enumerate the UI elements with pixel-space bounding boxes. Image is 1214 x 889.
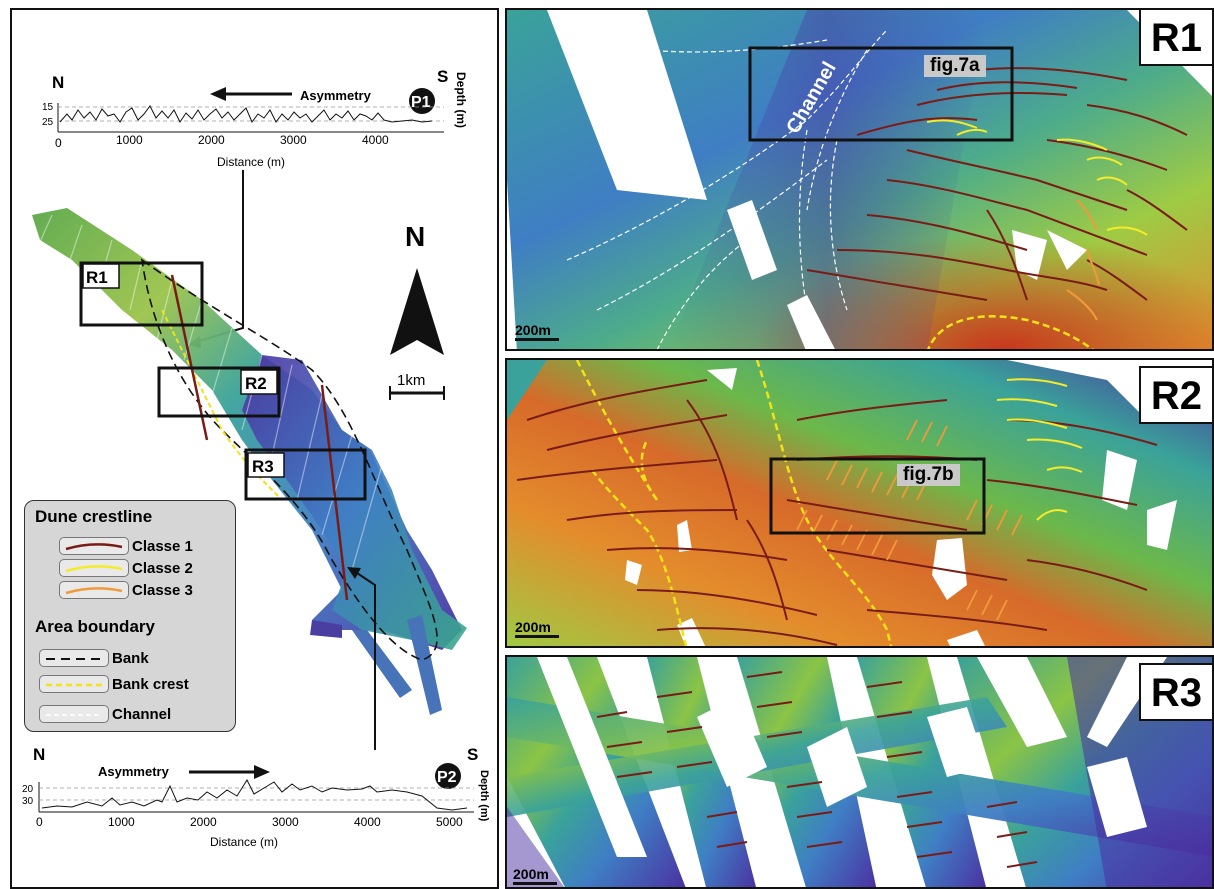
legend-item-classe-1: Classe 1 [59, 537, 193, 555]
p2-xtick: 4000 [354, 815, 381, 829]
overview-box-r3-label: R3 [252, 457, 274, 476]
p1-asymmetry-arrow [210, 87, 292, 101]
overview-scale-bar: 1km [389, 372, 445, 400]
p2-badge [435, 763, 461, 789]
r2-panel-tag: R2 [1138, 366, 1212, 424]
p1-ytick: 25 [42, 117, 54, 128]
bathymetry-overview: R1 R2 R3 [32, 208, 467, 715]
bank-crest-swatch [39, 675, 109, 693]
r3-bathymetry [507, 657, 1212, 887]
overview-box-r2[interactable]: R2 [157, 366, 281, 418]
legend-item-bank: Bank [39, 649, 149, 667]
overview-panel: N S Asymmetry P1 Depth (m) 15 25 0 1000 … [10, 8, 499, 889]
r1-panel-tag: R1 [1138, 10, 1212, 66]
p2-ytick: 30 [22, 796, 34, 807]
legend-item-classe-3: Classe 3 [59, 581, 193, 599]
legend-item-classe-2: Classe 2 [59, 559, 193, 577]
bank-boundary [140, 258, 438, 661]
p2-south-label: S [467, 745, 478, 764]
p2-ytick: 20 [22, 784, 34, 795]
p2-north-label: N [33, 745, 45, 764]
p2-xtick: 0 [36, 815, 43, 829]
p1-x-axis-label: Distance (m) [217, 155, 285, 169]
p1-xtick: 1000 [116, 133, 143, 147]
p2-xtick: 2000 [190, 815, 217, 829]
r1-figure-box[interactable] [748, 46, 1014, 142]
p1-depth-axis-label: Depth (m) [454, 72, 468, 128]
p2-asymmetry-arrow [189, 765, 270, 779]
overview-box-r3[interactable]: R3 [244, 448, 367, 501]
p2-xtick: 5000 [436, 815, 463, 829]
detail-panel-r3: R3 200m [505, 655, 1214, 889]
classe-3-swatch [59, 581, 129, 599]
classe-1-swatch [59, 537, 129, 555]
p1-depth-profile [59, 105, 433, 123]
r1-scale-bar: 200m [515, 322, 559, 341]
p2-xticks: 0 1000 2000 3000 4000 5000 [36, 815, 463, 829]
overview-box-r1[interactable]: R1 [79, 261, 204, 327]
p2-depth-profile [41, 778, 468, 811]
r2-bathymetry [507, 360, 1212, 646]
legend-item-bank-crest: Bank crest [39, 675, 189, 693]
p2-badge-label: P2 [437, 769, 457, 786]
p1-badge [409, 88, 435, 114]
r1-scale-label: 200m [515, 322, 551, 338]
map-legend: Dune crestline Classe 1 Classe 2 Classe … [24, 500, 236, 732]
legend-label: Channel [112, 705, 172, 723]
p2-x-axis-label: Distance (m) [210, 835, 278, 849]
p1-xtick: 3000 [280, 133, 307, 147]
overview-map: N S Asymmetry P1 Depth (m) 15 25 0 1000 … [22, 67, 490, 849]
p1-xticks: 0 1000 2000 3000 4000 [55, 133, 389, 150]
detail-panel-r2: fig.7b R2 200m [505, 358, 1214, 648]
r3-panel-tag: R3 [1138, 663, 1212, 721]
legend-label: Classe 3 [132, 581, 193, 599]
r2-figure-box[interactable] [769, 457, 986, 535]
p2-depth-axis-label: Depth (m) [478, 770, 490, 822]
profile-p2: N S Asymmetry P2 Depth (m) 20 30 0 1000 … [22, 567, 490, 849]
r3-scale-bar: 200m [513, 866, 557, 885]
legend-label: Bank [112, 649, 149, 667]
channel-swatch [39, 705, 109, 723]
r1-bathymetry: Channel [507, 10, 1212, 349]
legend-area-title: Area boundary [35, 617, 155, 636]
r2-scale-bar: 200m [515, 619, 559, 638]
p1-north-label: N [52, 73, 64, 92]
p1-xtick: 4000 [362, 133, 389, 147]
bank-swatch [39, 649, 109, 667]
p1-xtick: 2000 [198, 133, 225, 147]
legend-label: Classe 1 [132, 537, 193, 555]
legend-crest-title: Dune crestline [35, 507, 153, 526]
r2-scale-label: 200m [515, 619, 551, 635]
r3-scale-label: 200m [513, 866, 549, 882]
detail-panel-r1: Channel fig.7a R1 200m [505, 8, 1214, 351]
north-arrow-label: N [405, 221, 425, 252]
p1-south-label: S [437, 67, 448, 86]
legend-item-channel: Channel [39, 705, 171, 723]
overview-scale-label: 1km [397, 372, 425, 389]
legend-label: Classe 2 [132, 559, 193, 577]
p2-xtick: 1000 [108, 815, 135, 829]
p2-xtick: 3000 [272, 815, 299, 829]
north-arrow-icon: N [390, 221, 444, 355]
p2-asymmetry-label: Asymmetry [98, 764, 170, 779]
legend-label: Bank crest [112, 675, 189, 693]
overview-box-r1-label: R1 [86, 268, 108, 287]
overview-box-r2-label: R2 [245, 374, 267, 393]
r2-figure-label: fig.7b [897, 464, 960, 486]
classe-2-swatch [59, 559, 129, 577]
p1-xtick: 0 [55, 136, 62, 150]
p1-badge-label: P1 [411, 94, 431, 111]
profile-p1: N S Asymmetry P1 Depth (m) 15 25 0 1000 … [42, 67, 468, 348]
p1-ytick: 15 [42, 102, 54, 113]
r1-figure-label: fig.7a [924, 55, 986, 77]
p1-asymmetry-label: Asymmetry [300, 88, 372, 103]
